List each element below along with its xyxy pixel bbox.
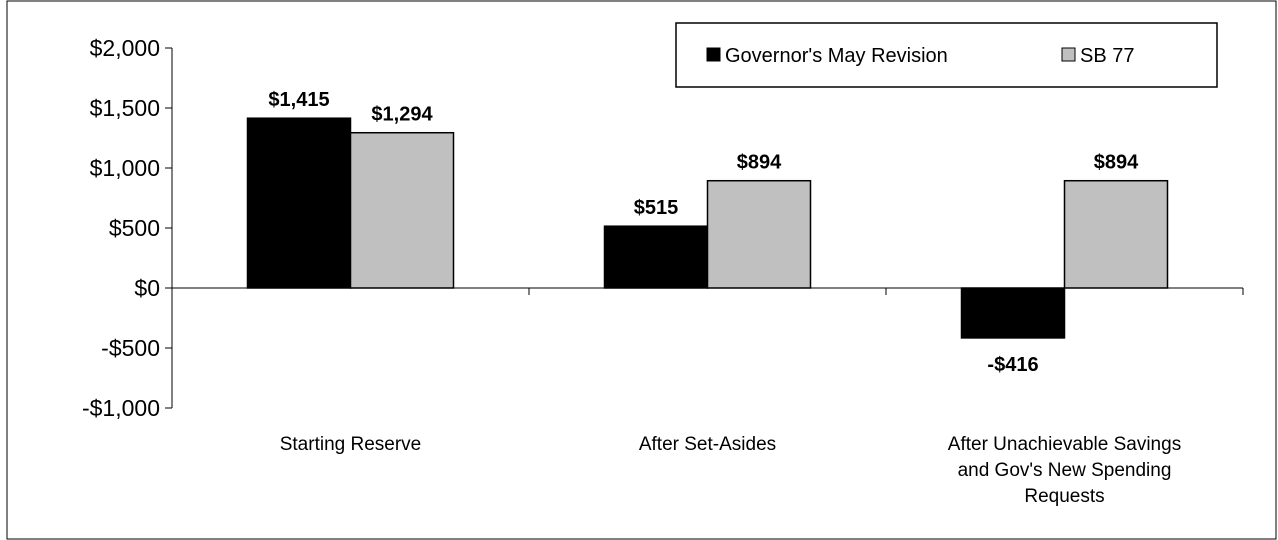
bar-governors-may-revision bbox=[960, 287, 1066, 339]
y-tick-label: $500 bbox=[109, 215, 160, 241]
data-label: $515 bbox=[634, 197, 679, 219]
y-tick-label: -$500 bbox=[101, 335, 160, 361]
bar-sb-77 bbox=[349, 131, 455, 289]
y-tick-label: $1,500 bbox=[90, 95, 160, 121]
y-tick-label: $1,000 bbox=[90, 155, 160, 181]
y-axis: $2,000 $1,500 $1,000 $500 $0 -$500 -$1,000 bbox=[82, 35, 173, 421]
y-tick-label: -$1,000 bbox=[82, 395, 160, 421]
category-label: After Set-Asides bbox=[639, 434, 776, 455]
legend-swatch bbox=[706, 47, 721, 62]
bar-governors-may-revision bbox=[603, 225, 709, 289]
legend: Governor's May Revision SB 77 bbox=[675, 22, 1218, 88]
data-label: $894 bbox=[1094, 152, 1139, 174]
category-label: After Unachievable Savings and Gov's New … bbox=[948, 434, 1181, 507]
legend-box bbox=[675, 22, 1218, 88]
bar-sb-77 bbox=[706, 179, 812, 289]
legend-label: SB 77 bbox=[1080, 45, 1134, 67]
bar-governors-may-revision bbox=[246, 117, 352, 289]
bar-sb-77 bbox=[1063, 179, 1169, 289]
legend-label: Governor's May Revision bbox=[725, 45, 948, 67]
category-label: Starting Reserve bbox=[280, 434, 422, 455]
data-label: $894 bbox=[737, 152, 782, 174]
bars bbox=[246, 117, 1169, 339]
data-label: $1,294 bbox=[371, 104, 433, 126]
data-label: $1,415 bbox=[268, 89, 329, 111]
x-axis: Starting Reserve After Set-Asides After Un… bbox=[171, 287, 1244, 507]
data-labels: $1,415 $1,294 $515 $894 -$416 $894 bbox=[268, 89, 1139, 376]
data-label: -$416 bbox=[987, 354, 1038, 376]
y-tick-label: $0 bbox=[134, 275, 160, 301]
y-tick-label: $2,000 bbox=[90, 35, 160, 61]
legend-swatch bbox=[1061, 47, 1076, 62]
